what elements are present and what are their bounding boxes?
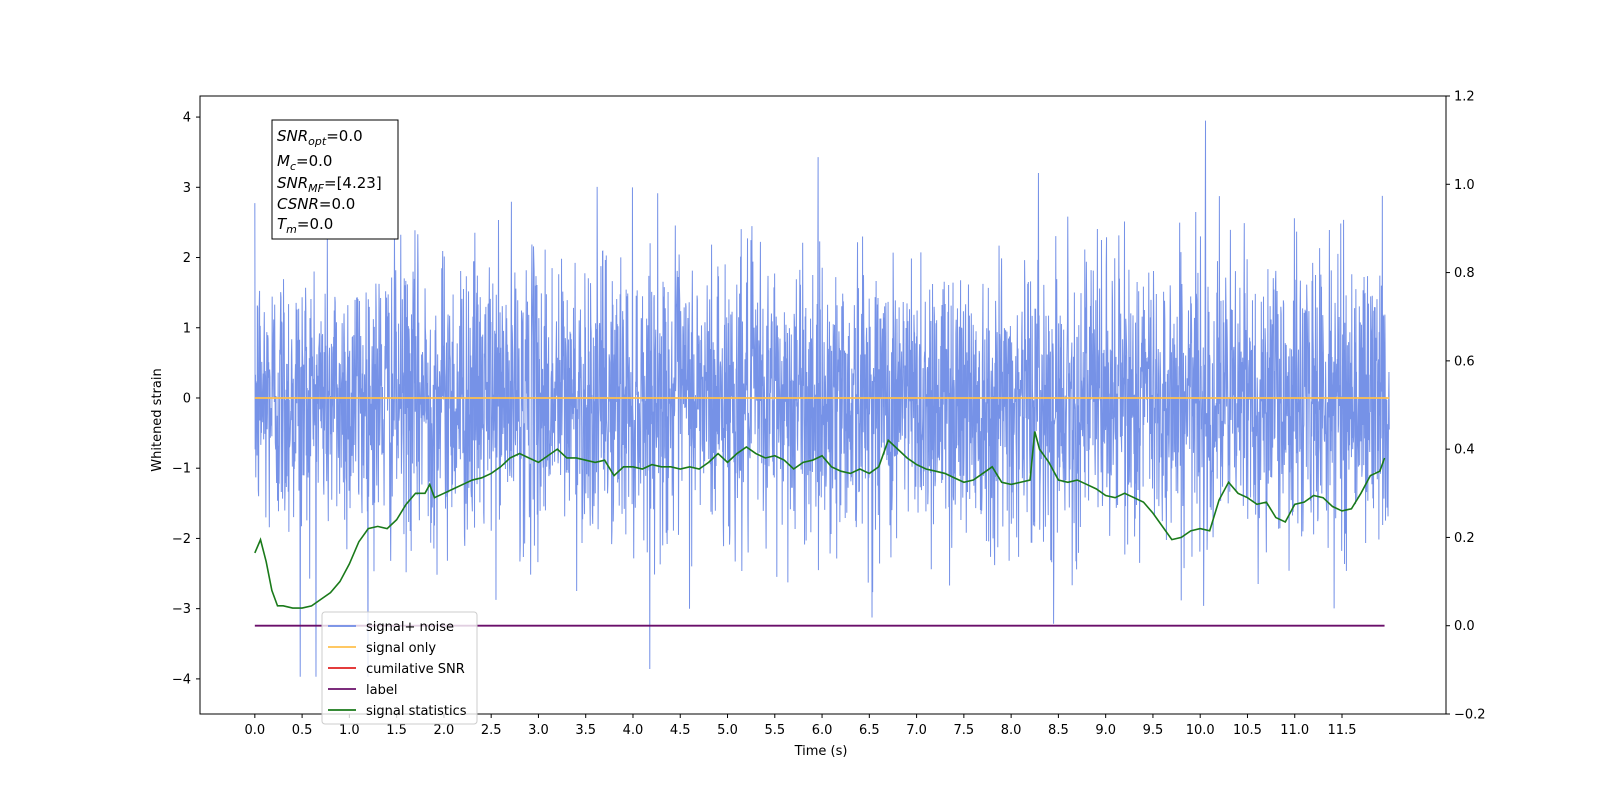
x-tick-label: 5.0 xyxy=(717,723,738,738)
y2-tick-label: 0.6 xyxy=(1454,354,1475,369)
y2-tick-label: 0.8 xyxy=(1454,266,1475,281)
x-tick-label: 0.0 xyxy=(244,723,265,738)
x-tick-label: 8.0 xyxy=(1001,723,1022,738)
y-tick-label: −2 xyxy=(172,532,191,547)
legend-label: label xyxy=(366,683,397,698)
x-axis: 0.0 0.5 1.0 1.5 2.0 2.5 3.0 3.5 4.0 4.5 5.0 5.5 6.0 6… xyxy=(244,714,1356,738)
y2-tick-label: 1.2 xyxy=(1454,90,1475,105)
y2-tick-label: 0.0 xyxy=(1454,619,1475,634)
x-tick-label: 9.5 xyxy=(1143,723,1164,738)
x-tick-label: 1.5 xyxy=(386,723,407,738)
x-tick-label: 10.5 xyxy=(1233,723,1262,738)
y2-tick-label: 1.0 xyxy=(1454,178,1475,193)
info-snr-opt-main: SNR xyxy=(277,127,308,145)
y-tick-label: −1 xyxy=(172,462,191,477)
y-axis-right: 1.2 1.0 0.8 0.6 0.4 0.2 0.0 −0.2 xyxy=(1446,90,1486,723)
x-tick-label: 7.0 xyxy=(906,723,927,738)
y-axis-label: Whitened strain xyxy=(150,368,165,471)
info-snr-mf-value: =[4.23] xyxy=(324,174,382,192)
x-tick-label: 4.0 xyxy=(623,723,644,738)
legend-label: cumilative SNR xyxy=(366,662,465,677)
x-tick-label: 4.5 xyxy=(670,723,691,738)
x-tick-label: 3.5 xyxy=(575,723,596,738)
signal-noise-series xyxy=(254,120,1390,677)
info-box-frame xyxy=(271,119,399,240)
info-mc-main: M xyxy=(277,152,290,170)
x-tick-label: 6.5 xyxy=(859,723,880,738)
y-tick-label: 1 xyxy=(183,321,191,336)
x-tick-label: 5.5 xyxy=(764,723,785,738)
info-tm-value: =0.0 xyxy=(297,215,333,233)
x-tick-label: 10.0 xyxy=(1186,723,1215,738)
info-snr-opt: SNRopt=0.0 xyxy=(277,127,363,148)
x-tick-label: 6.0 xyxy=(812,723,833,738)
info-mc-sub: c xyxy=(290,160,296,173)
info-box: SNRopt=0.0 Mc=0.0 SNRMF=[4.23] CSNR=0.0 … xyxy=(271,119,399,240)
x-tick-label: 9.0 xyxy=(1095,723,1116,738)
y-tick-label: −4 xyxy=(172,672,191,687)
info-csnr: CSNR=0.0 xyxy=(277,195,355,213)
info-snr-mf-main: SNR xyxy=(277,174,308,192)
x-tick-label: 11.0 xyxy=(1280,723,1309,738)
x-tick-label: 7.5 xyxy=(954,723,975,738)
axes-frame xyxy=(199,95,1447,715)
x-tick-label: 3.0 xyxy=(528,723,549,738)
info-csnr-main: CSNR xyxy=(277,195,319,213)
x-axis-label: Time (s) xyxy=(794,744,848,759)
x-tick-label: 1.0 xyxy=(339,723,360,738)
info-snr-mf-sub: MF xyxy=(308,182,324,195)
y-tick-label: 2 xyxy=(183,251,191,266)
legend-frame xyxy=(321,611,478,725)
y-axis-left: 4 3 2 1 0 −1 −2 −3 −4 xyxy=(172,111,200,687)
signal-noise-line xyxy=(254,120,1390,677)
info-tm: Tm=0.0 xyxy=(277,215,333,236)
legend-label: signal+ noise xyxy=(366,620,454,635)
info-snr-opt-value: =0.0 xyxy=(326,127,362,145)
x-tick-label: 0.5 xyxy=(292,723,313,738)
y-tick-label: 4 xyxy=(183,111,191,126)
info-tm-sub: m xyxy=(286,223,297,236)
info-mc-value: =0.0 xyxy=(296,152,332,170)
x-tick-label: 8.5 xyxy=(1048,723,1069,738)
legend-label: signal statistics xyxy=(366,704,467,719)
y2-tick-label: −0.2 xyxy=(1454,708,1486,723)
info-csnr-value: =0.0 xyxy=(319,195,355,213)
y2-tick-label: 0.4 xyxy=(1454,443,1475,458)
y2-tick-label: 0.2 xyxy=(1454,531,1475,546)
info-tm-main: T xyxy=(277,215,288,233)
series-line-signal-statistics xyxy=(254,431,1386,609)
x-tick-label: 2.5 xyxy=(481,723,502,738)
info-snr-opt-sub: opt xyxy=(308,135,327,148)
x-tick-label: 2.0 xyxy=(434,723,455,738)
x-tick-label: 11.5 xyxy=(1328,723,1357,738)
y-tick-label: 0 xyxy=(183,391,191,406)
y-tick-label: −3 xyxy=(172,602,191,617)
info-mc: Mc=0.0 xyxy=(277,152,332,173)
legend-label: signal only xyxy=(366,641,436,656)
legend: signal+ noise signal only cumilative SNR la… xyxy=(321,611,478,725)
y-tick-label: 3 xyxy=(183,181,191,196)
info-snr-mf: SNRMF=[4.23] xyxy=(277,174,382,195)
